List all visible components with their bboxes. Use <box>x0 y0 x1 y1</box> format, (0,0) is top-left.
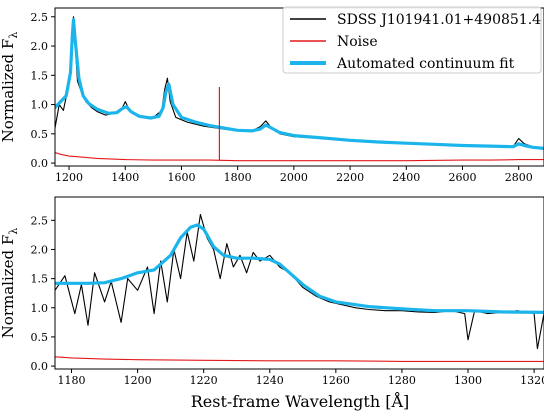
top-panel-y-tick-label: 2.0 <box>31 40 49 53</box>
bottom-panel-series-automated-continuum-fit <box>55 223 544 314</box>
top-panel-plot-area <box>55 16 544 162</box>
top-panel-x-tick-label: 1800 <box>224 171 252 184</box>
top-panel-x-tick-label: 2800 <box>505 171 533 184</box>
top-panel-x-tick-label: 2400 <box>392 171 420 184</box>
bottom-panel-x-tick-label: 1200 <box>124 374 152 387</box>
legend-frame <box>282 6 542 74</box>
top-panel-y-axis-label: Normalized Fλ <box>0 32 20 143</box>
bottom-panel-series-noise <box>55 356 544 362</box>
bottom-panel-y-axis-label: Normalized Fλ <box>0 228 20 339</box>
bottom-panel-x-tick-label: 1220 <box>190 374 218 387</box>
bottom-panel-x-tick-label: 1300 <box>454 374 482 387</box>
bottom-panel-y-tick-label: 1.0 <box>31 302 49 315</box>
top-panel-series-automated-continuum-fit <box>55 18 544 150</box>
bottom-panel-x-tick-label: 1240 <box>256 374 284 387</box>
bottom-panel-y-tick-label: 1.5 <box>31 273 49 286</box>
top-panel-y-tick-label: 0.5 <box>31 128 49 141</box>
top-panel-y-tick-label: 2.5 <box>31 11 49 24</box>
bottom-panel-x-tick-label: 1260 <box>322 374 350 387</box>
top-panel-x-tick-label: 1200 <box>55 171 83 184</box>
bottom-panel-frame <box>54 196 544 370</box>
top-panel-series-noise <box>55 151 544 162</box>
bottom-panel-y-tick-label: 0.0 <box>31 360 49 373</box>
top-panel-y-tick-label: 1.0 <box>31 99 49 112</box>
x-axis-label: Rest-frame Wavelength [Å] <box>191 391 410 411</box>
bottom-panel-y-tick-label: 2.0 <box>31 243 49 256</box>
bottom-panel-plot-area <box>55 213 544 362</box>
top-panel-x-tick-label: 1400 <box>111 171 139 184</box>
top-panel-x-tick-label: 2600 <box>449 171 477 184</box>
top-panel-y-tick-label: 0.0 <box>31 157 49 170</box>
legend-label-noise: Noise <box>337 34 378 50</box>
bottom-panel-y-tick-label: 2.5 <box>31 214 49 227</box>
bottom-panel-y-ticks: 0.0 0.5 1.0 1.5 2.0 2.5 <box>31 214 55 373</box>
top-panel-y-tick-label: 1.5 <box>31 69 49 82</box>
top-panel-x-tick-label: 2200 <box>336 171 364 184</box>
top-panel-x-tick-label: 2000 <box>280 171 308 184</box>
top-panel-y-ticks: 0.0 0.5 1.0 1.5 2.0 2.5 <box>31 11 55 170</box>
bottom-panel-y-tick-label: 0.5 <box>31 331 49 344</box>
top-panel-x-tick-label: 1600 <box>167 171 195 184</box>
legend-label-spectrum: SDSS J101941.01+490851.4 <box>337 12 541 28</box>
legend-label-fit: Automated continuum fit <box>336 56 515 72</box>
legend: SDSS J101941.01+490851.4 Noise Automated… <box>282 6 542 74</box>
bottom-panel-x-tick-label: 1180 <box>58 374 86 387</box>
bottom-panel-x-tick-label: 1280 <box>388 374 416 387</box>
top-panel-x-ticks: 1200 1400 1600 1800 2000 2200 2400 2600 2800 <box>55 166 533 184</box>
